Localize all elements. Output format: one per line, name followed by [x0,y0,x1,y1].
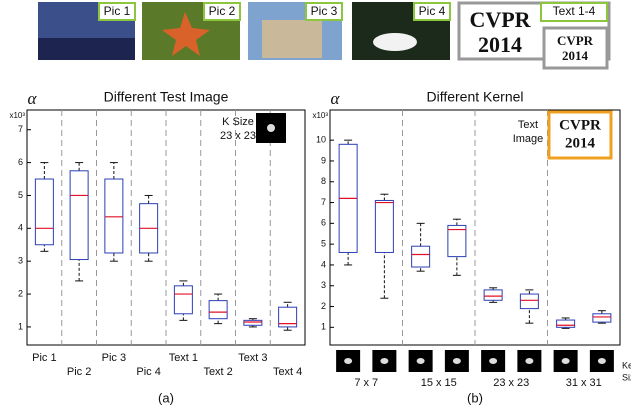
kernel-shape [561,358,570,364]
x-tick-label: 23 x 23 [493,377,529,389]
annotation: Kernel [622,360,631,370]
chart-title: Different Test Image [104,89,229,105]
x-tick-label: 31 x 31 [566,377,602,389]
x-tick-label: Pic 3 [102,352,126,364]
chart-title: Different Kernel [426,89,523,105]
kernel-shape [344,358,353,364]
y-tick-label: 5 [321,239,326,249]
y-tick-label: 8 [321,176,326,186]
x-tick-label: Text 4 [273,366,302,378]
image-strip: CVPR 2014 CVPR 2014 Pic 1 Pic 2 Pic 3 Pi… [38,1,611,70]
y-tick-label: 5 [18,190,23,200]
y-multiplier: x10³ [312,111,328,120]
building [262,20,322,58]
label-box [98,2,136,21]
y-tick-label: 2 [18,288,23,298]
box [592,313,612,323]
x-tick-label: Pic 2 [67,366,91,378]
y-tick-label: 3 [321,280,326,290]
big-text: 2014 [478,32,522,57]
annotation: Size [622,372,631,382]
y-multiplier: x10³ [9,111,25,120]
box [34,178,54,246]
y-axis-label: α [28,89,38,108]
y-tick-label: 1 [321,322,326,332]
box [519,293,539,310]
kernel-shape [452,358,461,364]
y-tick-label: 4 [18,223,23,233]
box [374,199,394,253]
box [447,224,467,258]
box [104,178,124,254]
photo-shade [38,38,135,60]
x-tick-label: Text 3 [238,352,267,364]
image-label: Pic 4 [419,4,446,18]
y-tick-label: 3 [18,256,23,266]
small-text: 2014 [562,48,589,63]
kernel-shape [416,358,425,364]
y-tick-label: 10 [316,135,326,145]
kernel-shape [489,358,498,364]
annotation: Image [513,133,544,145]
label-box [540,2,608,22]
kernel-shape [525,358,534,364]
y-tick-label: 9 [321,155,326,165]
y-tick-label: 4 [321,259,326,269]
swan [373,33,417,51]
inset-text: CVPR [559,117,601,133]
box [243,319,263,326]
big-text: CVPR [469,7,531,32]
box [278,306,298,328]
text-image-small [542,26,609,70]
box [173,285,193,315]
box [556,319,576,328]
kernel-shape [267,124,275,132]
x-tick-label: Pic 4 [136,366,160,378]
x-tick-label: Pic 1 [32,352,56,364]
starfish [162,12,210,56]
box [69,170,89,261]
label-box [305,2,343,21]
y-tick-label: 7 [18,124,23,134]
y-tick-label: 7 [321,197,326,207]
y-axis-label: α [331,89,341,108]
kernel-shape [380,358,389,364]
label-box [203,2,241,21]
y-tick-label: 1 [18,321,23,331]
annotation: Text [518,119,538,131]
x-tick-label: 15 x 15 [421,377,457,389]
image-label: Text 1-4 [553,4,596,18]
small-text: CVPR [557,33,594,48]
x-tick-label: 7 x 7 [354,377,378,389]
y-tick-label: 2 [321,301,326,311]
kernel-shape [597,358,606,364]
x-tick-label: Text 1 [169,352,198,364]
caption: (a) [158,390,174,405]
inset-text: 2014 [565,135,596,151]
x-tick-label: Text 2 [203,366,232,378]
label-box [413,2,451,21]
y-tick-label: 6 [18,157,23,167]
box [411,245,431,268]
caption: (b) [467,390,483,405]
box [208,300,228,320]
inset [547,110,613,160]
y-tick-label: 6 [321,218,326,228]
box [483,289,503,301]
image-label: Pic 2 [209,4,236,18]
image-label: Pic 1 [104,4,131,18]
annotation: 23 x 23 [220,130,256,142]
annotation: K Size [222,116,254,128]
image-label: Pic 3 [311,4,338,18]
